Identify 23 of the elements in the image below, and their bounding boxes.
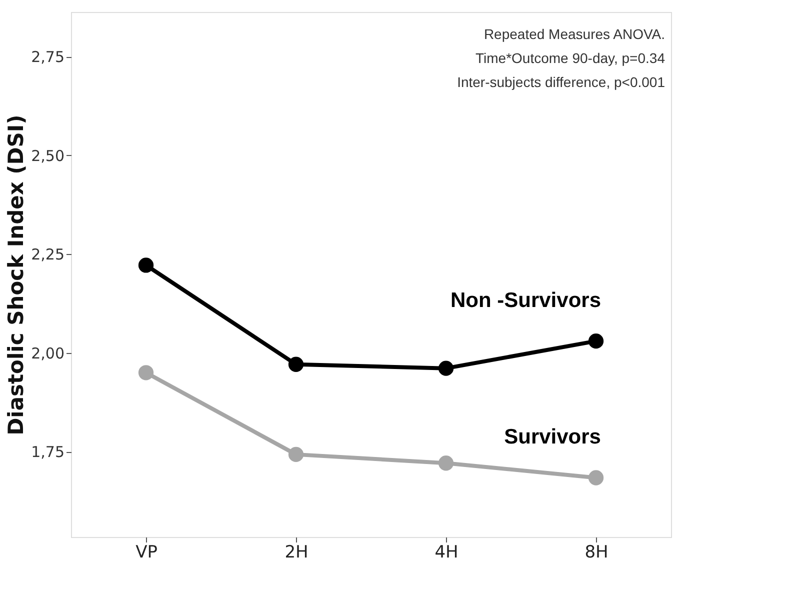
series-label: Non -Survivors: [450, 289, 601, 312]
y-tick-label: 1,75: [31, 443, 64, 462]
annotation: Repeated Measures ANOVA.: [484, 26, 665, 42]
point: [438, 360, 454, 376]
y-tick-label: 2,75: [31, 48, 64, 66]
point: [138, 365, 154, 380]
x-tick-label: 4H: [434, 542, 458, 562]
y-tick-label: 2,25: [31, 246, 64, 264]
series-label: Survivors: [504, 426, 601, 449]
x-tick-label: 8H: [584, 542, 608, 562]
y-tick-label: 2,00: [31, 344, 64, 362]
annotation: Time*Outcome 90-day, p=0.34: [476, 50, 666, 66]
point: [588, 333, 604, 349]
point: [588, 470, 604, 486]
annotation: Inter-subjects difference, p<0.001: [457, 74, 666, 90]
point: [438, 456, 454, 471]
point: [138, 258, 154, 273]
x-tick-label: 2H: [284, 542, 308, 562]
y-tick-label: 2,50: [31, 146, 64, 165]
point: [288, 446, 304, 462]
point: [288, 356, 304, 372]
x-tick-label: VP: [136, 542, 158, 562]
y-axis-title: Diastolic Shock Index (DSI): [4, 114, 28, 436]
